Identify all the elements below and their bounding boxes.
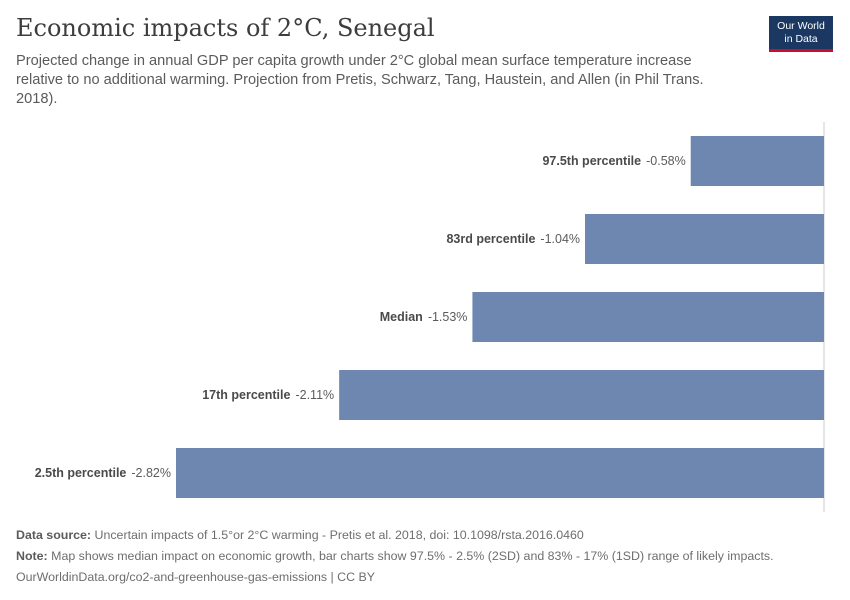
note-label: Note: [16,549,48,563]
logo-line-2: in Data [784,33,818,45]
bar-chart: -0.58% 97.5th percentile -1.04% 83rd percen… [35,122,825,512]
chart-note: Note: Map shows median impact on economi… [16,549,774,563]
value-label: -1.04% [540,232,580,246]
value-label: -1.53% [428,310,468,324]
value-label: -0.58% [646,154,686,168]
category-label: 97.5th percentile [542,154,641,168]
category-label: 2.5th percentile [35,466,127,480]
logo-line-1: Our World [777,20,825,32]
value-label: -2.82% [131,466,171,480]
category-label: 83rd percentile [446,232,535,246]
source-label: Data source: [16,528,92,542]
value-label: -2.11% [295,388,334,402]
chart-subtitle: Projected change in annual GDP per capit… [16,53,704,107]
category-label: Median [380,310,423,324]
owid-logo[interactable]: Our World in Data [769,16,833,52]
note-text: Map shows median impact on economic grow… [51,549,774,563]
bar[interactable] [339,370,824,420]
source-text: Uncertain impacts of 1.5°or 2°C warming … [94,528,584,542]
data-source: Data source: Uncertain impacts of 1.5°or… [16,528,584,542]
chart-title: Economic impacts of 2°C, Senegal [16,14,435,42]
source-url[interactable]: OurWorldinData.org/co2-and-greenhouse-ga… [16,570,376,584]
bar[interactable] [690,136,824,186]
bar[interactable] [472,292,824,342]
bar[interactable] [585,214,824,264]
bar[interactable] [176,448,824,498]
category-label: 17th percentile [202,388,290,402]
